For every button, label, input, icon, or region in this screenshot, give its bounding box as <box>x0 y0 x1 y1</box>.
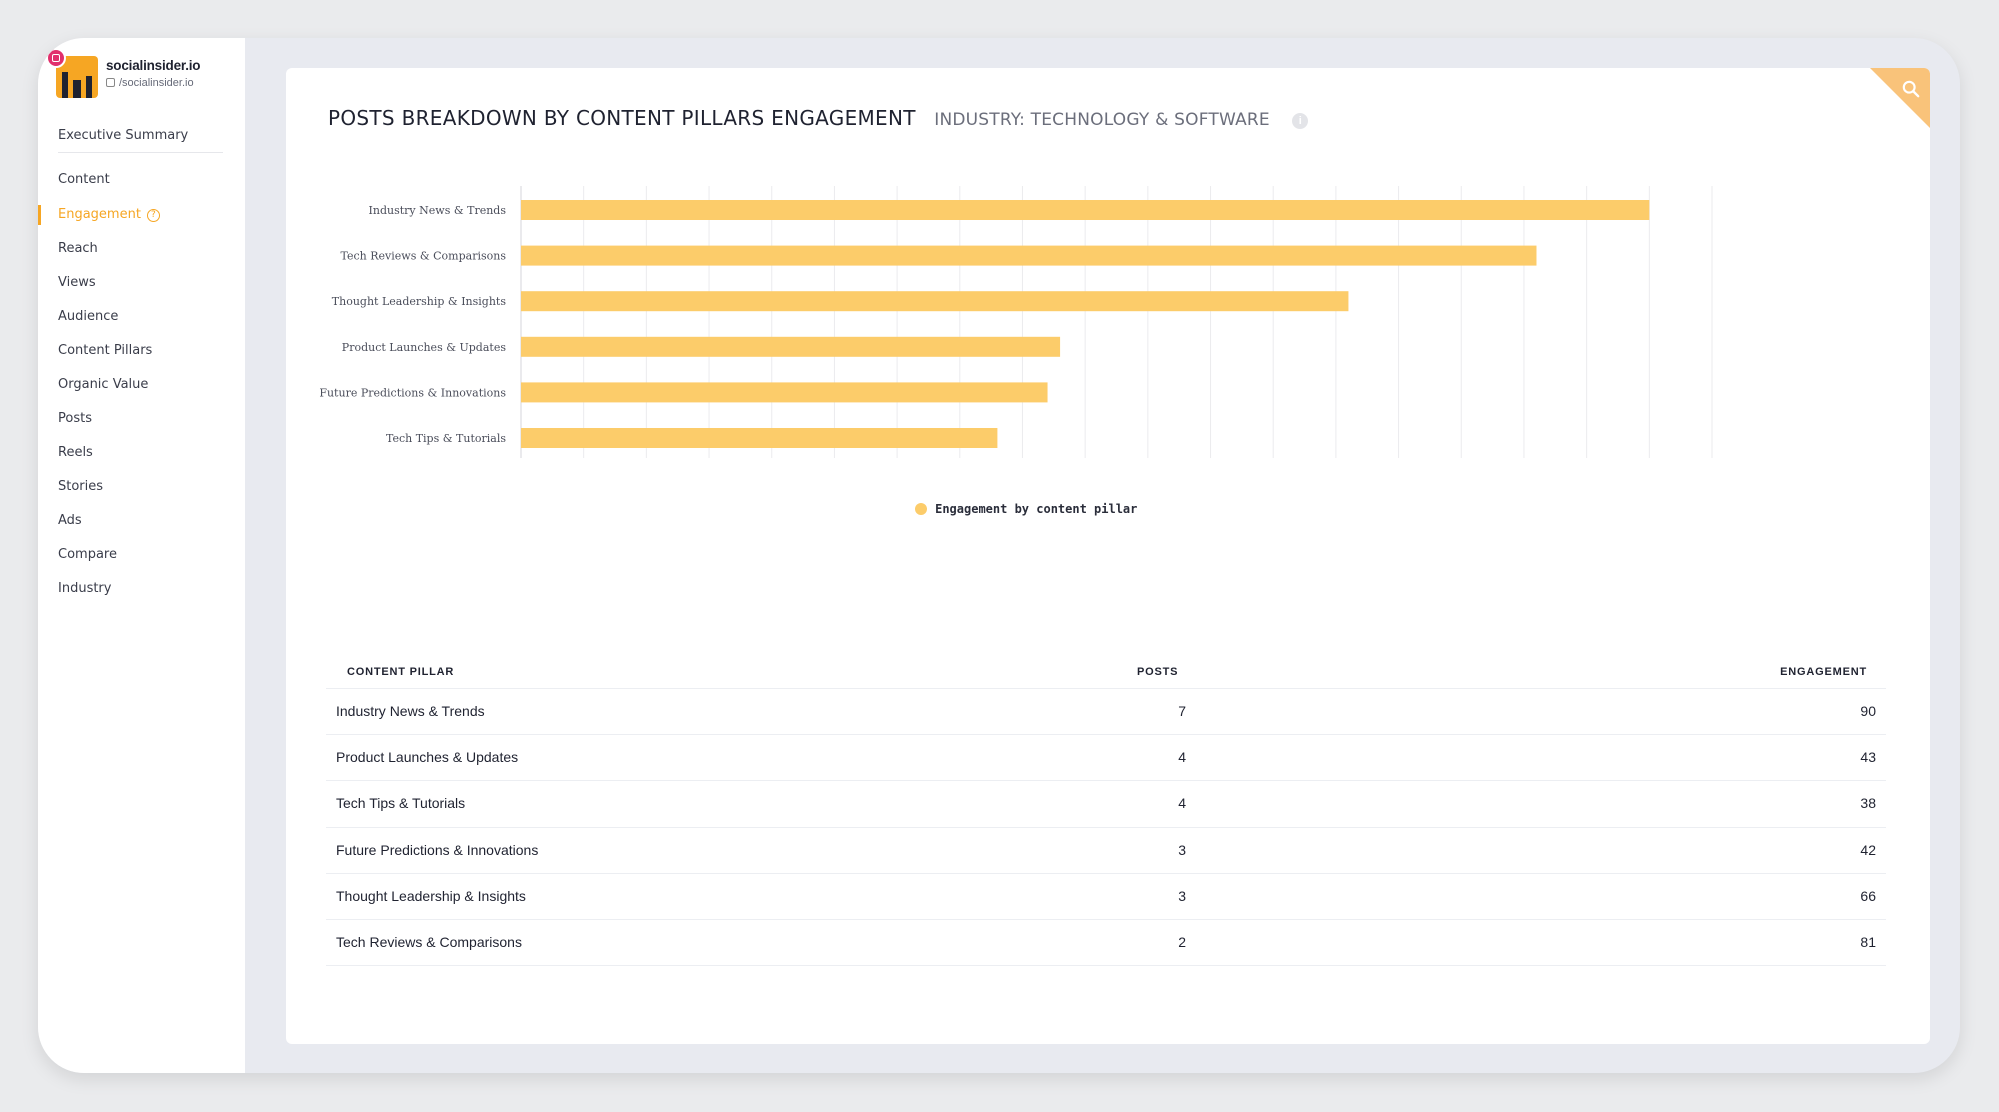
engagement-cell: 42 <box>1860 841 1876 858</box>
column-header-engagement[interactable]: ENGAGEMENT <box>1780 666 1867 678</box>
chart-legend[interactable]: Engagement by content pillar <box>286 502 1586 520</box>
sidebar-item-engagement[interactable]: Engagement? <box>58 207 160 222</box>
posts-cell: 4 <box>1178 795 1186 812</box>
page-title: POSTS BREAKDOWN BY CONTENT PILLARS ENGAG… <box>328 106 916 130</box>
bar <box>521 245 1537 266</box>
instagram-icon <box>46 48 66 68</box>
posts-cell: 4 <box>1178 749 1186 766</box>
category-label: Future Predictions & Innovations <box>319 386 506 399</box>
sidebar-item-reels[interactable]: Reels <box>58 445 93 460</box>
report-card: POSTS BREAKDOWN BY CONTENT PILLARS ENGAG… <box>286 68 1930 1044</box>
legend-marker <box>915 503 928 515</box>
sidebar-item-label: Audience <box>58 309 119 324</box>
sidebar-item-views[interactable]: Views <box>58 275 96 290</box>
sidebar-item-industry[interactable]: Industry <box>58 581 111 596</box>
legend-label: Engagement by content pillar <box>935 502 1138 516</box>
sidebar-item-label: Posts <box>58 411 92 426</box>
column-header-posts[interactable]: POSTS <box>1137 666 1179 678</box>
engagement-bar-chart: Industry News & Trends Tech Reviews & Com… <box>319 186 1713 458</box>
sidebar-item-executive-summary[interactable]: Executive Summary <box>58 128 188 143</box>
column-header-pillar[interactable]: CONTENT PILLAR <box>347 666 455 678</box>
profile-name: socialinsider.io <box>106 58 201 73</box>
pillar-cell: Thought Leadership & Insights <box>336 887 526 904</box>
info-icon[interactable]: i <box>1292 113 1309 129</box>
category-label: Industry News & Trends <box>369 204 507 217</box>
chart-header: POSTS BREAKDOWN BY CONTENT PILLARS ENGAG… <box>328 106 1309 130</box>
sidebar-item-reach[interactable]: Reach <box>58 241 98 256</box>
bar <box>521 200 1650 220</box>
table-row[interactable]: Future Predictions & Innovations 3 42 <box>326 826 1886 873</box>
sidebar-item-label: Organic Value <box>58 377 149 392</box>
industry-subtitle: INDUSTRY: TECHNOLOGY & SOFTWARE <box>934 110 1270 130</box>
profile-handle: /socialinsider.io <box>106 77 194 89</box>
sidebar-item-ads[interactable]: Ads <box>58 513 82 528</box>
active-indicator <box>38 205 41 225</box>
posts-cell: 2 <box>1178 934 1186 950</box>
sidebar-item-compare[interactable]: Compare <box>58 547 117 562</box>
engagement-cell: 38 <box>1860 795 1876 812</box>
bar <box>521 291 1349 312</box>
profile-header[interactable]: socialinsider.io /socialinsider.io <box>46 48 236 106</box>
table-row[interactable]: Industry News & Trends 7 90 <box>326 688 1886 734</box>
table-row[interactable]: Tech Tips & Tutorials 4 38 <box>326 780 1886 826</box>
category-label: Tech Reviews & Comparisons <box>341 250 507 263</box>
category-label: Tech Tips & Tutorials <box>386 432 506 445</box>
posts-cell: 3 <box>1178 841 1186 858</box>
app-frame: socialinsider.io /socialinsider.io Execu… <box>38 38 1960 1073</box>
instagram-small-icon <box>106 78 115 87</box>
table-row[interactable]: Thought Leadership & Insights 3 66 <box>326 872 1886 919</box>
sidebar-divider <box>58 152 223 153</box>
category-label: Thought Leadership & Insights <box>332 295 507 308</box>
sidebar-item-stories[interactable]: Stories <box>58 479 103 494</box>
sidebar-item-label: Reels <box>58 445 93 460</box>
profile-handle-text: /socialinsider.io <box>119 77 194 89</box>
table-row[interactable]: Tech Reviews & Comparisons 2 81 <box>326 919 1886 965</box>
sidebar-item-posts[interactable]: Posts <box>58 411 92 426</box>
engagement-cell: 81 <box>1860 934 1876 950</box>
sidebar-item-label: Views <box>58 275 96 290</box>
sidebar-item-label: Content <box>58 172 110 187</box>
sidebar-item-label: Stories <box>58 479 104 494</box>
sidebar-item-label: Engagement <box>58 207 141 222</box>
bar <box>521 428 998 448</box>
pillar-cell: Tech Tips & Tutorials <box>336 795 466 812</box>
table-row[interactable]: Product Launches & Updates 4 43 <box>326 734 1886 780</box>
sidebar-item-label: Reach <box>58 241 98 256</box>
sidebar-item-audience[interactable]: Audience <box>58 309 118 324</box>
pillar-cell: Future Predictions & Innovations <box>336 841 539 858</box>
sidebar-item-organic-value[interactable]: Organic Value <box>58 377 148 392</box>
sidebar-item-label: Industry <box>58 581 112 596</box>
bar <box>521 382 1048 403</box>
sidebar-item-label: Ads <box>58 513 82 528</box>
sidebar-item-label: Content Pillars <box>58 343 153 358</box>
pillar-cell: Industry News & Trends <box>336 703 485 719</box>
sidebar-item-content[interactable]: Content <box>58 172 110 187</box>
search-icon <box>1902 80 1920 98</box>
search-corner-button[interactable] <box>1870 68 1930 128</box>
pillar-cell: Product Launches & Updates <box>336 749 519 766</box>
sidebar-item-content-pillars[interactable]: Content Pillars <box>58 343 152 358</box>
table-bottom-border <box>326 965 1886 967</box>
sidebar: socialinsider.io /socialinsider.io Execu… <box>38 38 245 1073</box>
engagement-cell: 43 <box>1860 749 1876 766</box>
engagement-cell: 66 <box>1860 887 1876 904</box>
sidebar-item-label: Executive Summary <box>58 128 189 143</box>
category-label: Product Launches & Updates <box>342 341 507 354</box>
engagement-cell: 90 <box>1860 703 1876 719</box>
bar <box>521 336 1061 357</box>
pillar-cell: Tech Reviews & Comparisons <box>336 934 522 950</box>
sidebar-item-label: Compare <box>58 547 117 562</box>
posts-cell: 3 <box>1178 887 1186 904</box>
posts-cell: 7 <box>1178 703 1186 719</box>
help-icon[interactable]: ? <box>146 209 160 222</box>
